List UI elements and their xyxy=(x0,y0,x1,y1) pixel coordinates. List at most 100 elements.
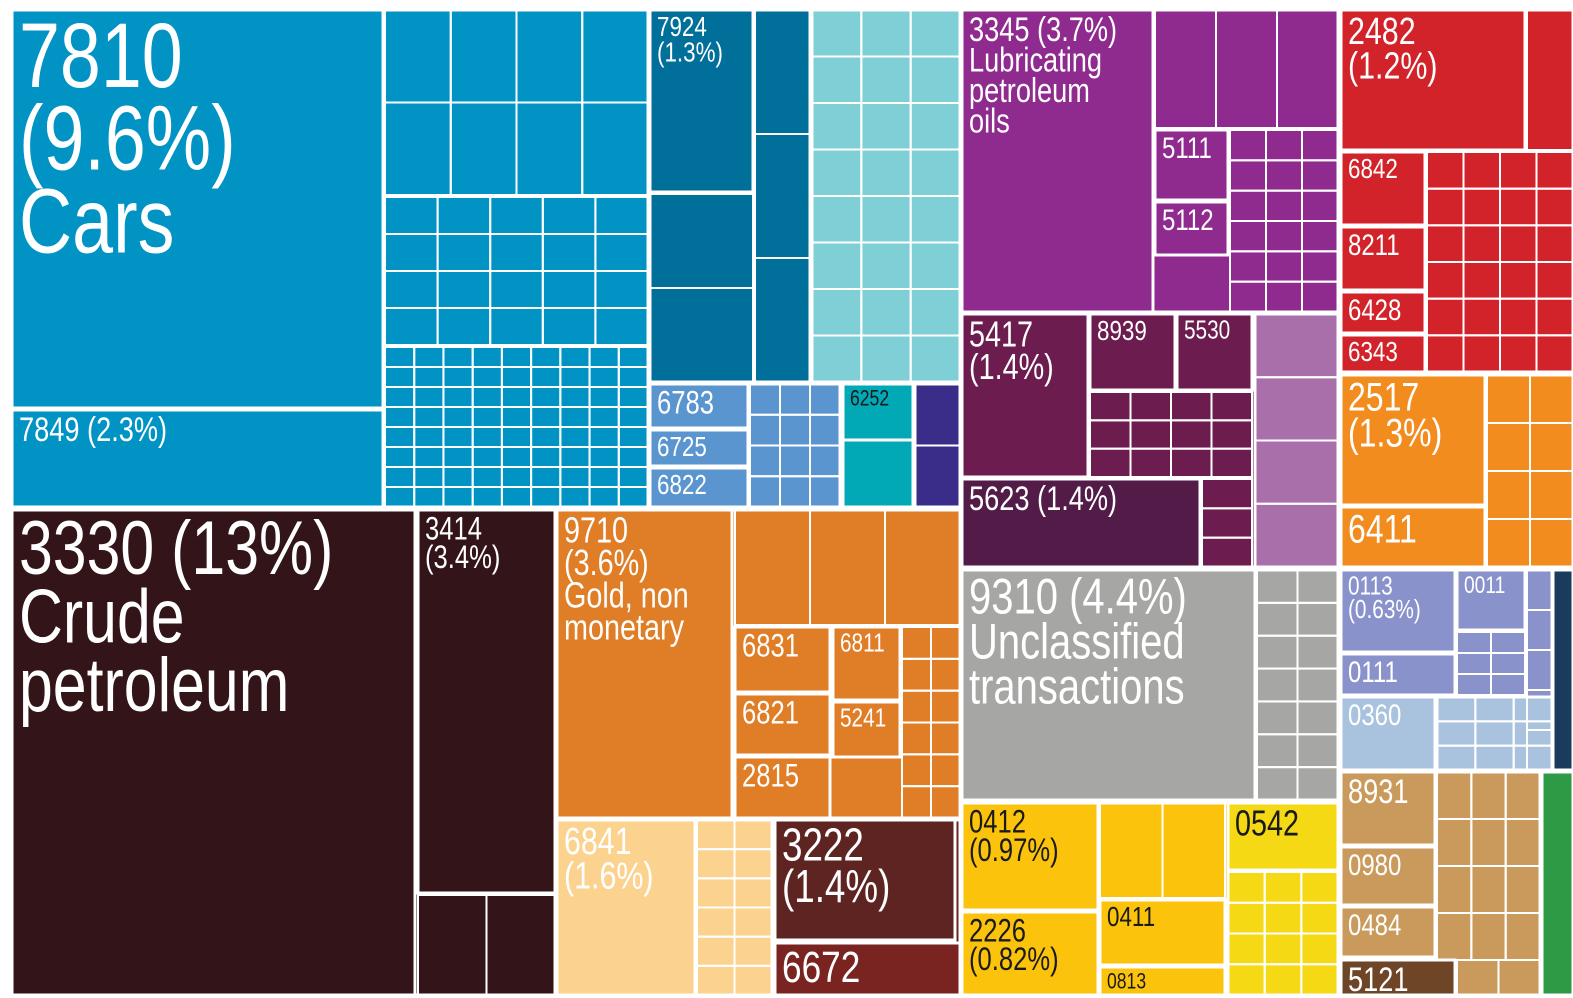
tile xyxy=(1339,845,1437,907)
tile-code: 2226 xyxy=(969,914,1026,949)
tile xyxy=(841,382,915,442)
tile-share: (1.2%) xyxy=(1348,45,1438,87)
tile-label: (0.97%) xyxy=(969,834,1059,869)
tile-code: 5623 xyxy=(969,479,1029,518)
small-tile xyxy=(1529,518,1573,568)
tile-code: 2815 xyxy=(742,759,799,794)
tile-code: 0484 xyxy=(1348,907,1401,941)
tile-label: 0484 xyxy=(1348,907,1401,941)
tile-code: 0813 xyxy=(1107,970,1146,994)
tile xyxy=(1339,958,1457,997)
tile xyxy=(831,700,902,759)
tile-code: 5241 xyxy=(840,703,886,732)
tile-label: (1.4%) xyxy=(782,860,890,912)
tile-code: 0411 xyxy=(1107,902,1155,933)
tile-code: 0542 xyxy=(1235,802,1299,843)
tile xyxy=(960,312,1090,479)
tile-label: petroleum xyxy=(19,643,289,728)
tile-share: (1.4%) xyxy=(782,860,890,912)
tile-label: 6343 xyxy=(1348,337,1398,368)
tile-share: (1.3%) xyxy=(1348,410,1442,455)
tile-share: (0.63%) xyxy=(1348,595,1421,624)
tile-label: 6841 xyxy=(564,821,632,863)
tile-label: 2815 xyxy=(742,759,799,794)
tile-code: 9310 xyxy=(969,568,1058,624)
tile-code: 8931 xyxy=(1348,772,1408,811)
tile-share: (2.3%) xyxy=(87,410,167,449)
tile-label: 9710 xyxy=(564,509,628,550)
tile xyxy=(1088,312,1177,392)
small-tile xyxy=(1490,673,1526,696)
tile-label: 6252 xyxy=(850,387,889,411)
tile-share: (1.3%) xyxy=(657,37,723,68)
small-tile xyxy=(485,894,556,996)
tile-code: 0412 xyxy=(969,805,1026,840)
small-tile xyxy=(617,486,649,508)
tile-code: 9710 xyxy=(564,509,628,550)
tile-label: oils xyxy=(969,102,1010,141)
tile-name: oils xyxy=(969,102,1010,141)
tile xyxy=(773,818,957,942)
tile-label: 6822 xyxy=(657,470,707,501)
tile-label: 8931 xyxy=(1348,772,1408,811)
tile-label: (1.3%) xyxy=(1348,410,1442,455)
tile-share: (13%) xyxy=(171,506,333,591)
tile-label: (3.4%) xyxy=(425,541,500,576)
tile-code: 3345 xyxy=(969,10,1029,49)
tile xyxy=(960,8,1155,314)
tile-label: 6411 xyxy=(1348,506,1417,551)
tile-label: 6672 xyxy=(782,943,860,992)
tile xyxy=(733,755,832,820)
tile-label: 0980 xyxy=(1348,847,1401,881)
tile-label: 7810 xyxy=(19,4,183,107)
tile-label: 5417 xyxy=(969,313,1033,354)
tile xyxy=(960,801,1100,912)
small-tile xyxy=(1296,766,1339,802)
tile xyxy=(1098,965,1227,997)
tile-label: Gold, non xyxy=(564,574,689,615)
tile-name: Unclassified xyxy=(969,613,1185,669)
tile xyxy=(1455,568,1527,632)
tile xyxy=(555,508,734,820)
tile xyxy=(831,625,902,702)
tile-label: Lubricating xyxy=(969,41,1102,80)
tile xyxy=(648,466,750,509)
tile-label: 5530 xyxy=(1184,315,1230,344)
tile-label: 3330 (13%) xyxy=(19,506,333,591)
small-tile xyxy=(594,307,650,346)
tile-label: 7924 xyxy=(657,12,707,43)
tile xyxy=(10,508,417,997)
small-tile xyxy=(1535,334,1573,374)
small-tile xyxy=(884,509,961,626)
tile xyxy=(1339,568,1457,654)
small-tile xyxy=(1512,744,1553,772)
tile-label: 6725 xyxy=(657,432,707,463)
tile-label: 0411 xyxy=(1107,902,1155,933)
tile-share: (1.6%) xyxy=(564,855,654,897)
tile xyxy=(648,382,750,430)
tile-code: 6252 xyxy=(850,387,889,411)
tile xyxy=(648,428,750,468)
tile-code: 6841 xyxy=(564,821,632,863)
tile-label: petroleum xyxy=(969,71,1090,110)
tile-name: monetary xyxy=(564,607,685,648)
small-tile xyxy=(733,964,773,996)
tile-label: 0412 xyxy=(969,805,1026,840)
tile xyxy=(1153,200,1230,257)
tile-label: (1.2%) xyxy=(1348,45,1438,87)
tile-label: 6783 xyxy=(657,386,714,421)
tile-code: 7924 xyxy=(657,12,707,43)
group-area xyxy=(1435,695,1554,772)
tile-label: 5111 xyxy=(1162,130,1212,164)
tile-label: 5112 xyxy=(1162,202,1214,236)
tile-code: 6822 xyxy=(657,470,707,501)
tile-label: 8211 xyxy=(1348,227,1400,261)
tile-share: (3.6%) xyxy=(564,542,649,583)
tile-name: Crude xyxy=(19,574,185,659)
tile-code: 0011 xyxy=(1464,571,1505,599)
tile xyxy=(10,408,385,509)
small-tile xyxy=(1497,959,1541,996)
tile-name: transactions xyxy=(969,658,1185,714)
tile xyxy=(648,8,755,194)
